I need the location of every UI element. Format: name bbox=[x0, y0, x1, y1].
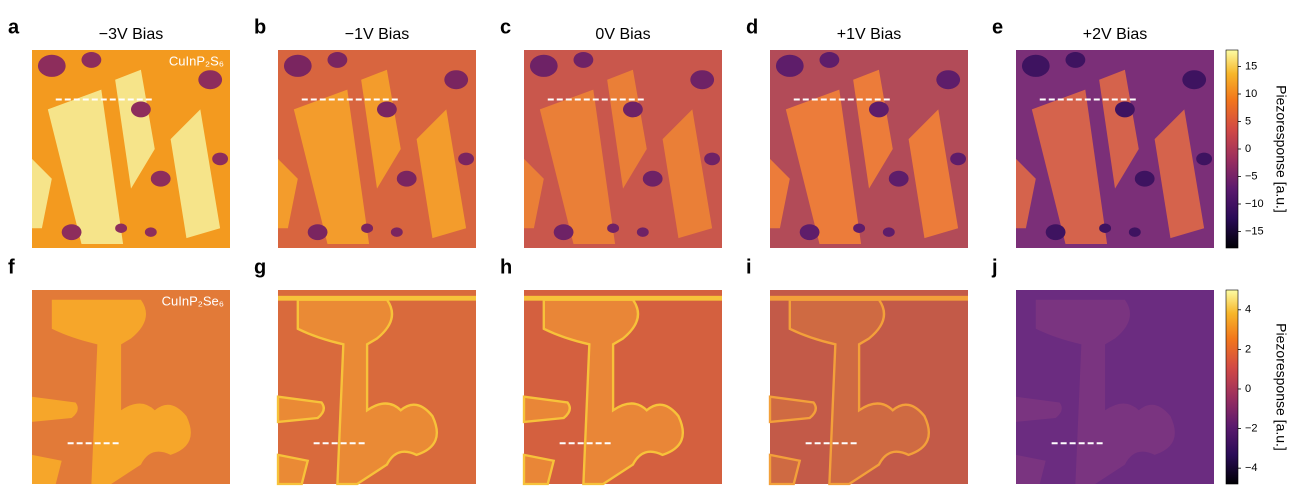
domain bbox=[82, 52, 102, 68]
domain bbox=[574, 52, 594, 68]
colorbar-tick-label: 15 bbox=[1245, 60, 1257, 72]
domain bbox=[820, 52, 840, 68]
domain bbox=[308, 224, 328, 240]
domain bbox=[889, 171, 909, 187]
panel-letter: h bbox=[500, 256, 512, 278]
domain bbox=[444, 70, 468, 89]
colorbar-tick-label: −15 bbox=[1245, 225, 1264, 237]
domain bbox=[1196, 153, 1212, 166]
domain bbox=[530, 55, 558, 77]
panel-title: +1V Bias bbox=[837, 26, 901, 43]
domain bbox=[554, 224, 574, 240]
pfm-map bbox=[32, 290, 230, 484]
domain bbox=[458, 153, 474, 166]
domain bbox=[524, 296, 722, 301]
pfm-map bbox=[1016, 290, 1214, 484]
domain bbox=[212, 153, 228, 166]
material-label: CuInP₂Se₆ bbox=[162, 293, 224, 308]
panel-letter: e bbox=[992, 16, 1003, 38]
colorbar bbox=[1226, 50, 1238, 248]
domain bbox=[377, 101, 397, 117]
domain bbox=[936, 70, 960, 89]
domain bbox=[131, 101, 151, 117]
panel-title: 0V Bias bbox=[595, 26, 650, 43]
domain bbox=[397, 171, 417, 187]
material-label: CuInP₂S₆ bbox=[169, 53, 224, 68]
domain bbox=[690, 70, 714, 89]
panel-letter: a bbox=[8, 16, 20, 38]
pfm-map bbox=[770, 50, 968, 248]
panel-title: −3V Bias bbox=[99, 26, 163, 43]
domain bbox=[328, 52, 348, 68]
domain bbox=[853, 223, 865, 233]
domain bbox=[637, 227, 649, 237]
domain bbox=[776, 55, 804, 77]
domain bbox=[1135, 171, 1155, 187]
domain bbox=[607, 223, 619, 233]
pfm-map bbox=[524, 290, 722, 484]
colorbar-tick-label: −10 bbox=[1245, 198, 1264, 210]
pfm-map bbox=[1016, 50, 1214, 248]
colorbar-tick-label: 0 bbox=[1245, 143, 1251, 155]
domain bbox=[643, 171, 663, 187]
domain bbox=[1099, 223, 1111, 233]
panel-letter: c bbox=[500, 16, 511, 38]
colorbar-tick-label: 0 bbox=[1245, 383, 1251, 395]
domain bbox=[883, 227, 895, 237]
domain bbox=[950, 153, 966, 166]
colorbar-label: Piezoresponse [a.u.] bbox=[1273, 85, 1289, 213]
pfm-map bbox=[278, 50, 476, 248]
panel-letter: g bbox=[254, 256, 266, 278]
domain bbox=[623, 101, 643, 117]
domain bbox=[1182, 70, 1206, 89]
domain bbox=[151, 171, 171, 187]
domain bbox=[115, 223, 127, 233]
domain bbox=[1115, 101, 1135, 117]
domain bbox=[361, 223, 373, 233]
colorbar bbox=[1226, 290, 1238, 484]
panel-letter: b bbox=[254, 16, 266, 38]
panel-letter: j bbox=[991, 256, 998, 278]
colorbar-tick-label: 5 bbox=[1245, 115, 1251, 127]
domain bbox=[391, 227, 403, 237]
colorbar-tick-label: 10 bbox=[1245, 88, 1257, 100]
panel-letter: i bbox=[746, 256, 752, 278]
colorbar-tick-label: −4 bbox=[1245, 462, 1258, 474]
domain bbox=[1022, 55, 1050, 77]
domain bbox=[198, 70, 222, 89]
panel-letter: d bbox=[746, 16, 758, 38]
colorbar-tick-label: 4 bbox=[1245, 304, 1251, 316]
pfm-map bbox=[32, 50, 230, 248]
domain bbox=[278, 296, 476, 301]
pfm-map bbox=[278, 290, 476, 484]
pfm-map bbox=[770, 290, 968, 484]
colorbar-tick-label: −5 bbox=[1245, 170, 1258, 182]
domain bbox=[869, 101, 889, 117]
pfm-map bbox=[524, 50, 722, 248]
panel-letter: f bbox=[8, 256, 15, 278]
panel-title: +2V Bias bbox=[1083, 26, 1147, 43]
domain bbox=[1066, 52, 1086, 68]
domain bbox=[38, 55, 66, 77]
domain bbox=[770, 296, 968, 301]
domain bbox=[1046, 224, 1066, 240]
domain bbox=[704, 153, 720, 166]
panel-title: −1V Bias bbox=[345, 26, 409, 43]
domain bbox=[62, 224, 82, 240]
domain bbox=[284, 55, 312, 77]
figure: a −3V Bias CuInP₂S₆ b −1V Bias c 0V Bias d +1V B… bbox=[0, 0, 1294, 486]
colorbar-tick-label: 2 bbox=[1245, 343, 1251, 355]
colorbar-tick-label: −2 bbox=[1245, 422, 1258, 434]
domain bbox=[800, 224, 820, 240]
domain bbox=[1129, 227, 1141, 237]
domain bbox=[145, 227, 157, 237]
colorbar-label: Piezoresponse [a.u.] bbox=[1273, 323, 1289, 451]
